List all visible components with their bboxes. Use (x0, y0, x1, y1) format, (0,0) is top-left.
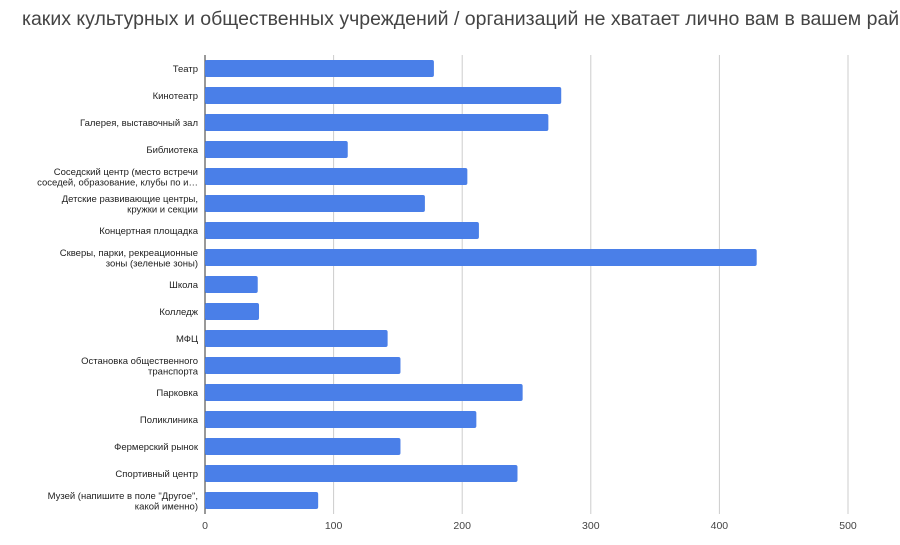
x-tick-label: 400 (711, 520, 729, 532)
x-tick-label: 0 (202, 520, 208, 532)
category-label: Театр (173, 64, 198, 75)
x-tick-label: 200 (453, 520, 471, 532)
category-label: Галерея, выставочный зал (80, 118, 198, 129)
bar (205, 60, 434, 77)
bar (205, 303, 260, 320)
category-label: Парковка (156, 388, 198, 399)
bar (205, 330, 388, 347)
category-label: кружки и секции (127, 204, 198, 215)
category-label: Школа (169, 280, 199, 291)
category-label: Скверы, парки, рекреационные (60, 248, 198, 259)
category-label: соседей, образование, клубы по и… (37, 177, 198, 188)
category-label: Фермерский рынок (114, 442, 199, 453)
category-label: Музей (напишите в поле "Другое", (48, 491, 198, 502)
x-tick-label: 300 (582, 520, 600, 532)
bar (205, 87, 562, 104)
bar (205, 276, 258, 293)
bar (205, 384, 523, 401)
bar (205, 492, 319, 509)
category-label: Концертная площадка (99, 226, 199, 237)
chart-title: каких культурных и общественных учрежден… (22, 8, 900, 30)
bar (205, 411, 477, 428)
category-label: МФЦ (176, 334, 198, 345)
x-tick-label: 100 (325, 520, 343, 532)
category-label: Кинотеатр (153, 91, 198, 102)
bar (205, 438, 401, 455)
category-label: Библиотека (146, 145, 198, 156)
bar (205, 141, 348, 158)
category-label: Колледж (159, 307, 198, 318)
bar (205, 222, 479, 239)
bar (205, 357, 401, 374)
bar (205, 195, 425, 212)
category-label: Детские развивающие центры, (62, 194, 198, 205)
category-label: транспорта (148, 366, 199, 377)
bar (205, 249, 757, 266)
category-label: зоны (зеленые зоны) (106, 258, 198, 269)
bar (205, 465, 518, 482)
bar (205, 168, 468, 185)
x-tick-label: 500 (839, 520, 857, 532)
category-label: какой именно) (135, 501, 198, 512)
category-label: Соседский центр (место встречи (54, 167, 198, 178)
bar (205, 114, 549, 131)
category-label: Поликлиника (140, 415, 199, 426)
category-label: Спортивный центр (115, 469, 198, 480)
category-label: Остановка общественного (81, 356, 198, 367)
